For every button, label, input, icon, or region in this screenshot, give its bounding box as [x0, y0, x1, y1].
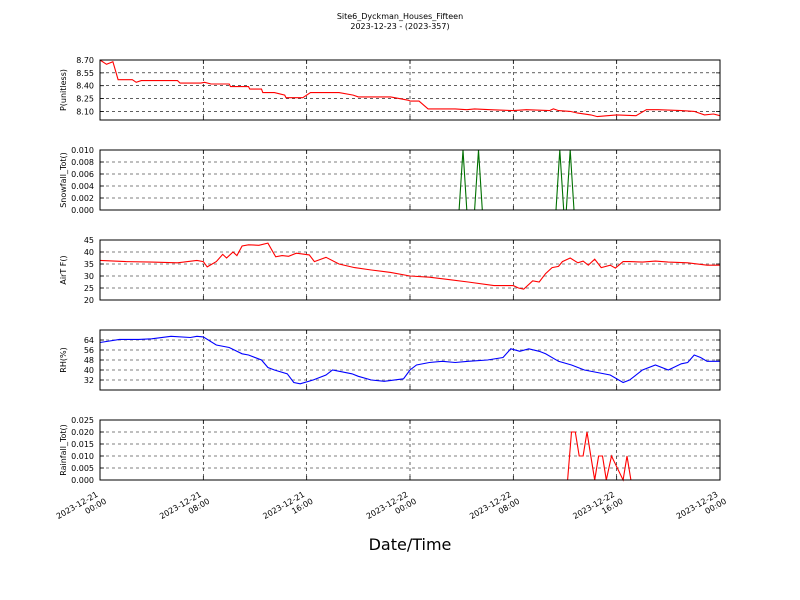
y-tick-label: 40 — [84, 366, 94, 375]
y-tick-label: 64 — [84, 336, 94, 345]
subplot-1: 0.000 0.002 0.004 0.006 0.008 0.010Snowfall_T… — [59, 146, 721, 215]
y-tick-label: 56 — [84, 346, 94, 355]
y-tick-label: 25 — [84, 284, 94, 293]
y-tick-label: 0.020 — [71, 428, 94, 437]
series-line — [99, 59, 721, 118]
y-tick-label: 32 — [84, 376, 94, 385]
series-line — [99, 242, 720, 290]
figure-subtitle: 2023-12-23 - (2023-357) — [350, 22, 449, 31]
y-axis-label: AirT F() — [59, 255, 68, 284]
y-tick-label: 8.70 — [76, 56, 94, 65]
y-tick-label: 8.55 — [76, 69, 94, 78]
y-tick-label: 8.40 — [76, 82, 94, 91]
y-tick-label: 35 — [84, 260, 94, 269]
y-tick-label: 30 — [84, 272, 94, 281]
subplot-4: 0.000 0.005 0.010 0.015 0.020 0.025Rainfall_T… — [59, 416, 721, 485]
y-tick-label: 20 — [84, 296, 94, 305]
y-tick-label: 0.025 — [71, 416, 94, 425]
figure-title: Site6_Dyckman_Houses_Fifteen — [337, 12, 463, 21]
y-tick-label: 0.005 — [71, 464, 94, 473]
y-tick-label: 45 — [84, 236, 94, 245]
y-axis-label: P(unitless) — [59, 69, 68, 111]
y-axis-label: RH(%) — [59, 347, 68, 372]
y-axis-label: Rainfall_Tot() — [59, 424, 68, 476]
y-tick-label: 0.015 — [71, 440, 94, 449]
y-tick-label: 8.10 — [76, 107, 94, 116]
y-tick-label: 40 — [84, 248, 94, 257]
y-tick-label: 0.002 — [71, 194, 94, 203]
y-tick-label: 0.006 — [71, 170, 94, 179]
subplot-0: 8.10 8.25 8.40 8.55 8.70 P(unitless) — [59, 56, 721, 121]
y-tick-label: 0.010 — [71, 452, 94, 461]
subplot-panels: 8.108.258.408.558.70P(unitless)0.0000.00… — [59, 56, 721, 485]
y-tick-label: 0.000 — [71, 206, 94, 215]
y-tick-label: 0.008 — [71, 158, 94, 167]
y-tick-label: 8.25 — [76, 95, 94, 104]
y-axis-label: Snowfall_Tot() — [59, 152, 68, 208]
subplot-2: 20 25 30 35 40 45 AirT F() — [59, 236, 721, 305]
y-tick-label: 0.010 — [71, 146, 94, 155]
y-tick-label: 48 — [84, 356, 94, 365]
y-tick-label: 0.000 — [71, 476, 94, 485]
x-axis-label: Date/Time — [369, 535, 452, 554]
series-line — [99, 335, 720, 385]
y-tick-label: 0.004 — [71, 182, 94, 191]
